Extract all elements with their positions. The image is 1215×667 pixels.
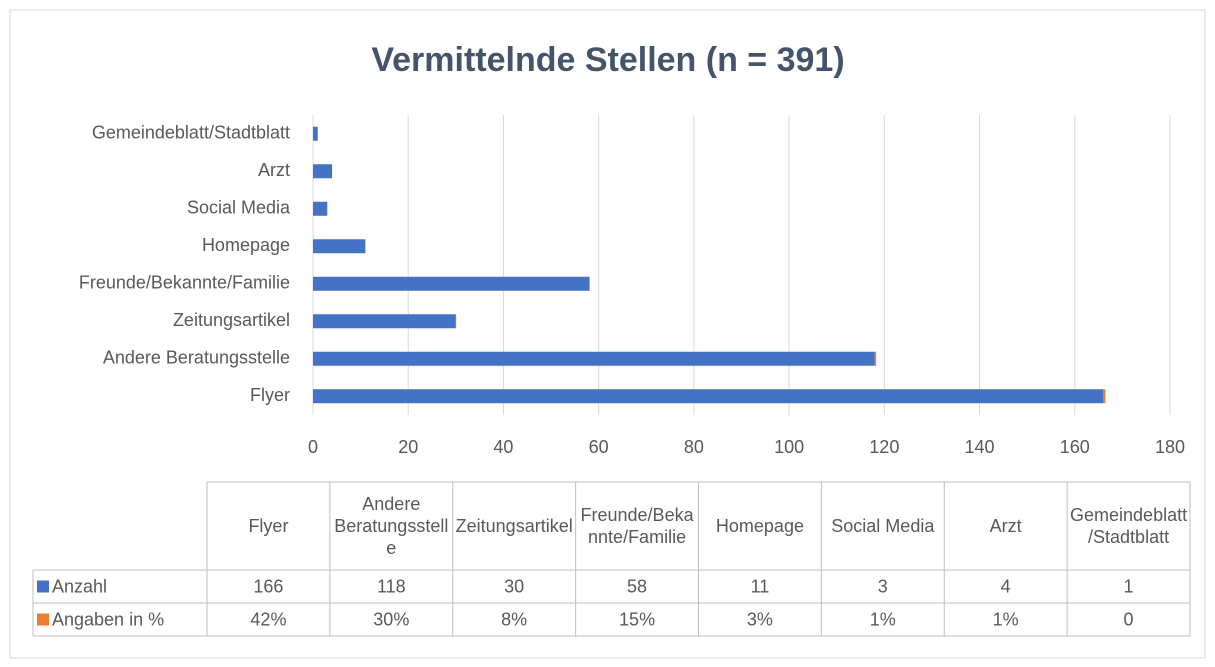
table-header: Social Media [831, 516, 935, 536]
table-header-box: Zeitungsartikel [455, 516, 573, 536]
table-value: 42% [250, 609, 286, 629]
table-header-box: Flyer [248, 516, 289, 536]
legend-swatch [37, 580, 49, 593]
bar [874, 351, 877, 366]
x-tick-label: 160 [1060, 437, 1090, 457]
x-tick-label: 20 [398, 437, 418, 457]
x-tick-label: 60 [589, 437, 609, 457]
x-tick-label: 100 [774, 437, 804, 457]
table-header: Zeitungsartikel [455, 516, 573, 536]
table-value: 4 [1001, 576, 1011, 596]
y-tick-label: Andere Beratungsstelle [103, 348, 290, 368]
table-header-box: Andere Beratungsstelle [334, 494, 449, 558]
table-value: 30% [373, 609, 409, 629]
table-header: Arzt [989, 516, 1022, 536]
y-tick-label: Gemeindeblatt/Stadtblatt [92, 123, 290, 143]
table-value: 58 [627, 576, 647, 596]
table-header: Gemeindeblatt/Stadtblatt [1070, 505, 1188, 547]
x-tick-label: 180 [1155, 437, 1185, 457]
bar [313, 314, 456, 329]
table-value: 118 [377, 576, 406, 596]
table-value: 3% [747, 609, 773, 629]
table-value: 30 [504, 576, 524, 596]
bar [313, 201, 328, 216]
table-value: 11 [751, 576, 770, 596]
y-tick-label: Homepage [202, 235, 290, 255]
bar [313, 351, 875, 366]
table-value: 1 [1124, 576, 1134, 596]
x-tick-label: 120 [869, 437, 899, 457]
y-tick-label: Flyer [250, 385, 290, 405]
table-value: 8% [501, 609, 527, 629]
bar [1103, 389, 1106, 404]
table-header: Freunde/Bekannte/Familie [580, 505, 694, 547]
table-value: 166 [253, 576, 283, 596]
chart-border [9, 9, 1206, 659]
x-tick-label: 80 [684, 437, 704, 457]
table-header: Homepage [715, 516, 804, 536]
table-header: Andere Beratungsstelle [334, 494, 449, 558]
chart-title: Vermittelnde Stellen (n = 391) [371, 41, 844, 79]
bar [313, 126, 318, 141]
table-header-box: Arzt [989, 516, 1022, 536]
legend-label: Anzahl [52, 576, 107, 596]
bar [589, 276, 590, 291]
y-tick-label: Arzt [258, 160, 290, 180]
legend-label: Angaben in % [52, 609, 164, 629]
bar [313, 164, 333, 179]
table-header-box: Homepage [715, 516, 804, 536]
x-tick-label: 0 [308, 437, 318, 457]
bar [313, 276, 590, 291]
y-tick-label: Zeitungsartikel [173, 310, 290, 330]
table-value: 15% [619, 609, 655, 629]
x-tick-label: 140 [965, 437, 995, 457]
table-value: 1% [993, 609, 1019, 629]
table-header-box: Freunde/Bekannte/Familie [580, 505, 694, 547]
y-tick-label: Social Media [187, 198, 291, 218]
y-tick-label: Freunde/Bekannte/Familie [79, 273, 290, 293]
bar [313, 239, 366, 254]
table-value: 3 [878, 576, 888, 596]
x-tick-label: 40 [493, 437, 513, 457]
bar [313, 389, 1104, 404]
legend-swatch [37, 613, 49, 626]
table-header: Flyer [248, 516, 289, 536]
table-value: 0 [1124, 609, 1134, 629]
table-value: 1% [870, 609, 896, 629]
table-header-box: Social Media [831, 516, 935, 536]
table-header-box: Gemeindeblatt/Stadtblatt [1070, 505, 1188, 547]
